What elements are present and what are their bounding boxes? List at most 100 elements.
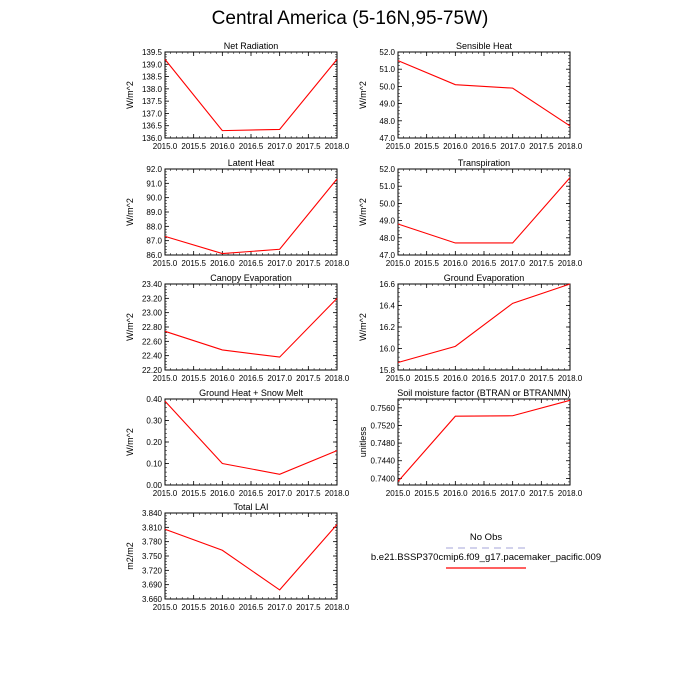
x-tick-label: 2016.5 bbox=[472, 489, 497, 498]
x-tick-label: 2015.5 bbox=[181, 142, 206, 151]
x-tick-label: 2016.5 bbox=[472, 374, 497, 383]
plot-frame bbox=[397, 168, 571, 256]
panel-title: Sensible Heat bbox=[456, 41, 513, 51]
y-axis-label: m2/m2 bbox=[125, 542, 135, 570]
y-tick-label: 16.6 bbox=[379, 280, 395, 289]
x-tick-label: 2016.0 bbox=[210, 374, 235, 383]
y-tick-label: 50.0 bbox=[379, 82, 395, 91]
panel-title: Net Radiation bbox=[224, 41, 279, 51]
x-tick-label: 2017.5 bbox=[296, 142, 321, 151]
panel-canopy-evaporation: Canopy Evaporation 2015.0 2015.5 2016.0 2016… bbox=[125, 273, 350, 383]
y-axis-label: unitless bbox=[358, 426, 368, 457]
x-tick-label: 2016.0 bbox=[210, 259, 235, 268]
y-tick-label: 51.0 bbox=[379, 65, 395, 74]
y-tick-label: 136.0 bbox=[142, 134, 163, 143]
x-tick-label: 2017.5 bbox=[529, 259, 554, 268]
x-tick-label: 2017.0 bbox=[267, 374, 292, 383]
x-tick-label: 2018.0 bbox=[325, 259, 350, 268]
x-tick-label: 2016.0 bbox=[443, 259, 468, 268]
y-tick-label: 23.20 bbox=[142, 294, 163, 303]
y-tick-label: 22.20 bbox=[142, 366, 163, 375]
panel-title: Ground Evaporation bbox=[444, 273, 525, 283]
x-tick-label: 2016.0 bbox=[210, 489, 235, 498]
legend-obs-label: No Obs bbox=[470, 532, 502, 543]
series-line-model bbox=[397, 399, 571, 482]
y-axis-label: W/m^2 bbox=[125, 313, 135, 341]
y-tick-label: 0.00 bbox=[146, 481, 162, 490]
y-tick-label: 91.0 bbox=[146, 179, 162, 188]
x-tick-label: 2017.0 bbox=[500, 259, 525, 268]
y-tick-label: 52.0 bbox=[379, 165, 395, 174]
legend-model-label: b.e21.BSSP370cmip6.f09_g17.pacemaker_pac… bbox=[371, 552, 601, 563]
x-tick-label: 2015.5 bbox=[414, 374, 439, 383]
x-tick-label: 2015.5 bbox=[181, 374, 206, 383]
x-tick-label: 2017.0 bbox=[267, 259, 292, 268]
plot-frame bbox=[397, 51, 571, 139]
x-tick-label: 2016.5 bbox=[239, 142, 264, 151]
y-tick-label: 22.80 bbox=[142, 323, 163, 332]
y-tick-label: 0.30 bbox=[146, 417, 162, 426]
x-tick-label: 2017.0 bbox=[500, 374, 525, 383]
y-tick-label: 0.7480 bbox=[371, 439, 396, 448]
x-tick-label: 2018.0 bbox=[558, 142, 583, 151]
x-tick-label: 2015.5 bbox=[414, 489, 439, 498]
x-tick-label: 2017.0 bbox=[500, 142, 525, 151]
y-tick-label: 136.5 bbox=[142, 122, 163, 131]
panel-title: Total LAI bbox=[233, 502, 268, 512]
panel-title: Latent Heat bbox=[228, 158, 275, 168]
y-tick-label: 0.20 bbox=[146, 438, 162, 447]
plot-frame bbox=[164, 51, 338, 139]
plot-frame bbox=[164, 283, 338, 371]
y-tick-label: 3.720 bbox=[142, 566, 163, 575]
x-tick-label: 2015.5 bbox=[181, 489, 206, 498]
x-tick-label: 2015.5 bbox=[414, 142, 439, 151]
y-tick-label: 139.0 bbox=[142, 60, 163, 69]
x-tick-label: 2016.0 bbox=[210, 603, 235, 612]
panel-soil-moisture-factor-btran-or-btranmn: Soil moisture factor (BTRAN or BTRANMN) 2… bbox=[358, 388, 583, 498]
y-axis-label: W/m^2 bbox=[125, 428, 135, 456]
x-tick-label: 2015.0 bbox=[386, 142, 411, 151]
panel-ground-evaporation: Ground Evaporation 2015.0 2015.5 2016.0 2016… bbox=[358, 273, 583, 383]
x-tick-label: 2015.0 bbox=[153, 259, 178, 268]
x-tick-label: 2016.5 bbox=[239, 374, 264, 383]
legend: No Obs b.e21.BSSP370cmip6.f09_g17.pacema… bbox=[371, 532, 601, 569]
x-tick-label: 2017.5 bbox=[296, 374, 321, 383]
y-tick-label: 3.660 bbox=[142, 595, 163, 604]
x-tick-label: 2016.5 bbox=[239, 603, 264, 612]
x-tick-label: 2015.0 bbox=[153, 603, 178, 612]
y-tick-label: 48.0 bbox=[379, 117, 395, 126]
panel-title: Ground Heat + Snow Melt bbox=[199, 388, 303, 398]
y-tick-label: 51.0 bbox=[379, 182, 395, 191]
y-axis-label: W/m^2 bbox=[358, 198, 368, 226]
y-tick-label: 3.690 bbox=[142, 581, 163, 590]
y-tick-label: 3.750 bbox=[142, 552, 163, 561]
x-tick-label: 2016.5 bbox=[239, 259, 264, 268]
panel-latent-heat: Latent Heat 2015.0 2015.5 2016.0 2016.5 2017.… bbox=[125, 158, 350, 268]
y-tick-label: 0.7400 bbox=[371, 474, 396, 483]
x-tick-label: 2018.0 bbox=[325, 374, 350, 383]
x-tick-label: 2015.0 bbox=[386, 374, 411, 383]
x-tick-label: 2017.0 bbox=[267, 142, 292, 151]
panel-title: Soil moisture factor (BTRAN or BTRANMN) bbox=[397, 388, 571, 398]
y-tick-label: 23.40 bbox=[142, 280, 163, 289]
y-tick-label: 48.0 bbox=[379, 234, 395, 243]
y-tick-label: 16.0 bbox=[379, 345, 395, 354]
y-tick-label: 47.0 bbox=[379, 134, 395, 143]
series-line-model bbox=[397, 60, 571, 127]
y-tick-label: 0.7440 bbox=[371, 457, 396, 466]
x-tick-label: 2017.5 bbox=[296, 603, 321, 612]
y-axis-label: W/m^2 bbox=[125, 81, 135, 109]
y-tick-label: 86.0 bbox=[146, 251, 162, 260]
y-tick-label: 90.0 bbox=[146, 194, 162, 203]
x-tick-label: 2015.5 bbox=[181, 259, 206, 268]
x-tick-label: 2016.0 bbox=[443, 489, 468, 498]
y-tick-label: 52.0 bbox=[379, 48, 395, 57]
y-tick-label: 16.2 bbox=[379, 323, 395, 332]
series-line-model bbox=[164, 297, 338, 358]
y-axis-label: W/m^2 bbox=[358, 81, 368, 109]
x-tick-label: 2016.0 bbox=[443, 374, 468, 383]
y-tick-label: 16.4 bbox=[379, 302, 395, 311]
